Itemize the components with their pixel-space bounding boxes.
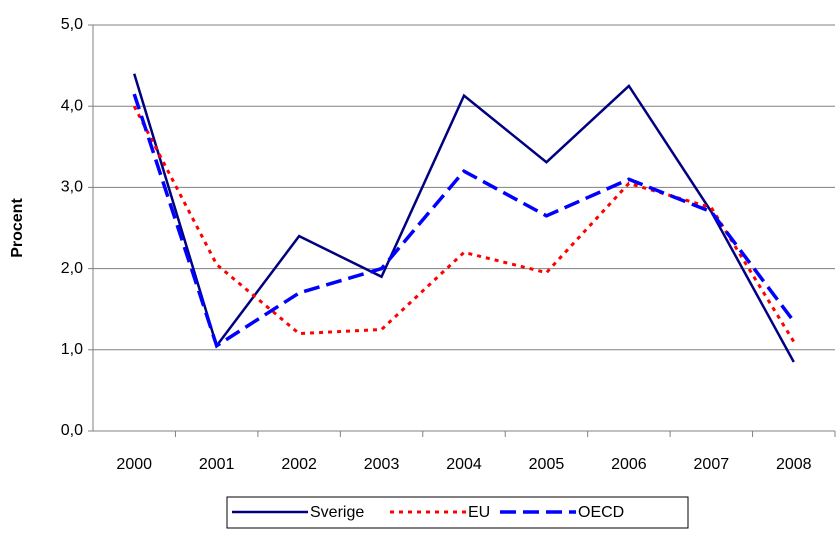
- x-tick-label: 2004: [446, 456, 482, 473]
- x-tick-label: 2008: [776, 456, 812, 473]
- legend-label: EU: [468, 504, 490, 521]
- y-tick-label: 5,0: [61, 16, 83, 33]
- legend-label: OECD: [578, 504, 624, 521]
- x-tick-label: 2005: [529, 456, 565, 473]
- y-tick-label: 1,0: [61, 341, 83, 358]
- legend-label: Sverige: [310, 504, 364, 521]
- x-tick-label: 2002: [281, 456, 317, 473]
- x-tick-label: 2001: [199, 456, 235, 473]
- x-tick-label: 2000: [116, 456, 152, 473]
- series-line: [132, 93, 796, 349]
- x-tick-label: 2003: [364, 456, 400, 473]
- y-tick-label: 0,0: [61, 422, 83, 439]
- y-tick-label: 3,0: [61, 179, 83, 196]
- y-tick-label: 4,0: [61, 97, 83, 114]
- x-tick-label: 2007: [694, 456, 730, 473]
- y-axis-label: Procent: [9, 198, 26, 258]
- series-line: [132, 105, 796, 343]
- series-line: [133, 73, 795, 363]
- y-tick-label: 2,0: [61, 260, 83, 277]
- x-tick-label: 2006: [611, 456, 647, 473]
